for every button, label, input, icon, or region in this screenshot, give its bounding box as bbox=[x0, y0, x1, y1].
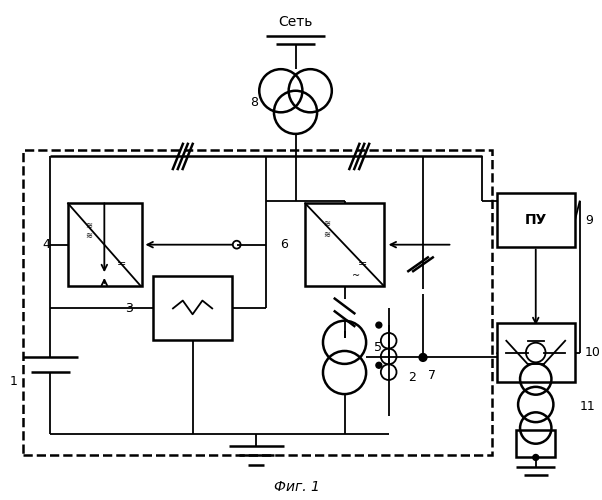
Text: ПУ: ПУ bbox=[524, 213, 547, 227]
Circle shape bbox=[533, 454, 539, 460]
Bar bbox=[154, 276, 232, 340]
Text: 9: 9 bbox=[585, 214, 592, 226]
Text: 3: 3 bbox=[125, 302, 133, 315]
Text: =: = bbox=[117, 260, 126, 270]
Bar bbox=[497, 323, 575, 382]
Bar bbox=[516, 430, 556, 458]
Text: ≋
≋: ≋ ≋ bbox=[323, 220, 330, 238]
Text: 5: 5 bbox=[374, 341, 382, 354]
Circle shape bbox=[376, 322, 382, 328]
Text: ≋
≋: ≋ ≋ bbox=[85, 222, 92, 240]
Circle shape bbox=[419, 354, 427, 362]
Bar bbox=[68, 202, 141, 286]
Text: =: = bbox=[358, 260, 367, 270]
Text: ~: ~ bbox=[352, 271, 361, 281]
Circle shape bbox=[376, 362, 382, 368]
Text: 10: 10 bbox=[585, 346, 601, 359]
Text: 8: 8 bbox=[250, 96, 258, 109]
Text: 6: 6 bbox=[280, 238, 288, 251]
Text: 2: 2 bbox=[408, 370, 416, 384]
Text: Сеть: Сеть bbox=[278, 15, 312, 29]
Bar bbox=[497, 192, 575, 246]
Bar bbox=[23, 150, 492, 456]
Text: 4: 4 bbox=[43, 238, 51, 251]
Text: 11: 11 bbox=[580, 400, 595, 413]
Text: Фиг. 1: Фиг. 1 bbox=[273, 480, 320, 494]
Bar bbox=[305, 202, 383, 286]
Text: 7: 7 bbox=[428, 368, 436, 382]
Text: 1: 1 bbox=[9, 376, 17, 388]
